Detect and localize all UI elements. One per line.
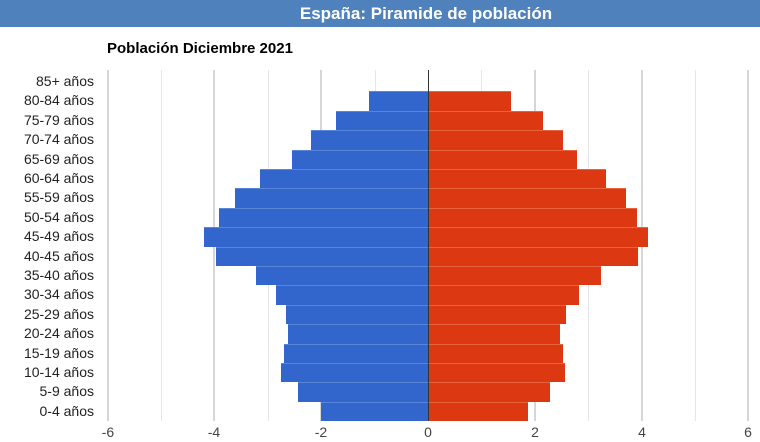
x-axis-tick-label: -2 <box>314 424 328 440</box>
female-bar[interactable] <box>428 324 560 344</box>
male-bar[interactable] <box>235 188 428 208</box>
gridline <box>695 70 696 421</box>
gridline <box>747 70 749 421</box>
female-bar[interactable] <box>428 188 626 208</box>
x-axis-tick-label: -6 <box>101 424 115 440</box>
female-bar[interactable] <box>428 285 579 305</box>
female-bar[interactable] <box>428 266 601 285</box>
female-bar[interactable] <box>428 363 565 382</box>
male-bar[interactable] <box>204 227 428 247</box>
male-bar[interactable] <box>298 382 428 402</box>
male-bar[interactable] <box>311 130 428 150</box>
female-bar[interactable] <box>428 344 563 363</box>
male-bar[interactable] <box>219 208 428 227</box>
y-axis-label: 60-64 años <box>23 170 94 186</box>
x-axis-tick-label: -4 <box>207 424 221 440</box>
y-axis-label: 65-69 años <box>23 151 94 167</box>
title-bar: España: Piramide de población <box>0 0 760 27</box>
male-bar[interactable] <box>321 402 428 421</box>
female-bar[interactable] <box>428 111 543 130</box>
y-axis-label: 5-9 años <box>39 383 94 399</box>
chart-subtitle: Población Diciembre 2021 <box>107 40 293 57</box>
female-bar[interactable] <box>428 91 511 111</box>
female-bar[interactable] <box>428 208 637 227</box>
y-axis-label: 75-79 años <box>23 112 94 128</box>
male-bar[interactable] <box>281 363 428 382</box>
female-bar[interactable] <box>428 402 528 421</box>
y-axis-label: 0-4 años <box>39 403 94 419</box>
gridline <box>161 70 162 421</box>
zero-axis-line <box>428 70 429 421</box>
male-bar[interactable] <box>276 285 428 305</box>
female-bar[interactable] <box>428 247 638 266</box>
male-bar[interactable] <box>369 91 428 111</box>
female-bar[interactable] <box>428 305 566 324</box>
y-axis-label: 50-54 años <box>23 209 94 225</box>
y-axis-label: 55-59 años <box>23 189 94 205</box>
x-axis-tick-label: 4 <box>638 424 646 440</box>
male-bar[interactable] <box>286 305 428 324</box>
male-bar[interactable] <box>292 150 428 169</box>
y-axis-label: 15-19 años <box>23 345 94 361</box>
y-axis-label: 80-84 años <box>23 92 94 108</box>
y-axis-label: 70-74 años <box>23 131 94 147</box>
y-axis-label: 25-29 años <box>23 306 94 322</box>
x-axis-tick-label: 2 <box>531 424 539 440</box>
female-bar[interactable] <box>428 227 648 247</box>
y-axis-label: 40-45 años <box>23 248 94 264</box>
x-axis-tick-label: 6 <box>744 424 752 440</box>
male-bar[interactable] <box>336 111 428 130</box>
y-axis-label: 85+ años <box>36 73 94 89</box>
y-axis-label: 45-49 años <box>23 228 94 244</box>
male-bar[interactable] <box>260 169 428 188</box>
female-bar[interactable] <box>428 130 563 150</box>
y-axis-label: 20-24 años <box>23 325 94 341</box>
y-axis-label: 10-14 años <box>23 364 94 380</box>
female-bar[interactable] <box>428 382 550 402</box>
y-axis-label: 35-40 años <box>23 267 94 283</box>
male-bar[interactable] <box>284 344 428 363</box>
male-bar[interactable] <box>216 247 428 266</box>
y-axis-label: 30-34 años <box>23 286 94 302</box>
male-bar[interactable] <box>256 266 428 285</box>
female-bar[interactable] <box>428 169 606 188</box>
x-axis-tick-label: 0 <box>424 424 432 440</box>
gridline <box>107 70 109 421</box>
chart-title: España: Piramide de población <box>299 4 553 23</box>
female-bar[interactable] <box>428 150 577 169</box>
male-bar[interactable] <box>288 324 428 344</box>
